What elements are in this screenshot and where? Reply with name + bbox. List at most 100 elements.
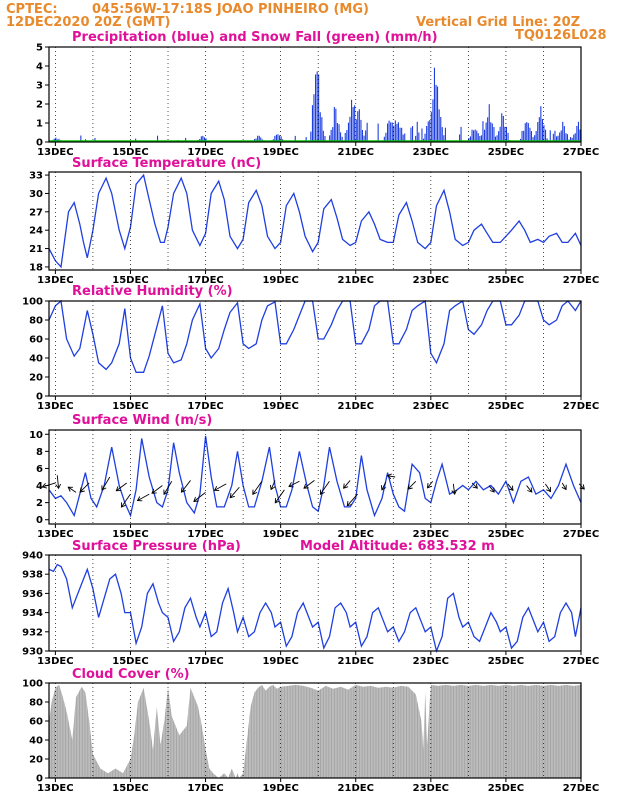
wind-arrow <box>319 481 330 495</box>
precip-bar <box>305 137 307 142</box>
precip-bar <box>352 107 354 142</box>
precip-bar <box>315 74 317 142</box>
precip-bar <box>499 126 501 142</box>
pressure-xtick-label: 21DEC <box>338 656 374 667</box>
wind-ytick-label: 6 <box>36 464 43 475</box>
precip-bar <box>310 131 312 142</box>
precip-bar <box>577 121 579 142</box>
precip-bar <box>482 121 484 142</box>
header-grid-note: Vertical Grid Line: 20Z <box>416 15 580 30</box>
panel-cloud: Cloud Cover (%) 0 20 40 60 80 100 13DEC 15DEC 17D… <box>22 667 599 794</box>
wind-arrow <box>121 493 131 508</box>
precip-bar <box>257 135 259 142</box>
precip-bar <box>484 129 486 142</box>
precip-bar <box>523 130 525 142</box>
wind-arrow <box>181 480 191 493</box>
precip-bar <box>202 135 204 142</box>
precip-bar <box>415 135 417 142</box>
precip-bar <box>205 138 207 142</box>
precip-bar <box>319 112 321 142</box>
pressure-ytick-label: 932 <box>22 627 43 638</box>
precip-bar <box>365 130 367 142</box>
temp-ytick-label: 30 <box>29 189 43 200</box>
wind-xtick-label: 19DEC <box>262 529 298 540</box>
precip-bar <box>535 131 537 142</box>
wind-arrow <box>252 481 263 495</box>
temp-frame <box>48 171 582 271</box>
precip-bar <box>260 137 262 142</box>
wind-arrow-head <box>252 489 258 496</box>
precip-bar <box>521 130 523 142</box>
precip-bar <box>203 137 205 142</box>
precip-bar <box>505 126 507 142</box>
precip-bar <box>460 126 462 142</box>
precip-bar <box>501 113 503 142</box>
wind-arrow-head <box>120 502 126 508</box>
precip-bar <box>185 137 187 142</box>
precip-bar <box>335 108 337 142</box>
wind-arrow-head <box>527 487 533 493</box>
pressure-ytick-label: 940 <box>22 551 43 562</box>
panel-wind: Surface Wind (m/s) 0 2 4 6 8 10 13DEC 15DEC 17DEC… <box>29 413 599 540</box>
pressure-ytick-label: 938 <box>22 570 43 581</box>
wind-arrow <box>387 475 396 478</box>
precip-bar <box>526 122 528 142</box>
precip-bar <box>388 120 390 142</box>
wind-arrow-head <box>303 483 309 489</box>
wind-arrow <box>407 480 417 490</box>
precip-bar <box>294 135 296 142</box>
wind-xtick-label: 15DEC <box>112 529 148 540</box>
precip-bar <box>94 138 96 142</box>
panel-rh: Relative Humidity (%) 0 20 40 60 80 100 13DEC 15… <box>22 284 599 412</box>
precip-bar <box>576 126 578 142</box>
wind-xtick-label: 21DEC <box>338 529 374 540</box>
wind-xtick-label: 23DEC <box>413 529 449 540</box>
wind-arrow-head <box>451 489 458 496</box>
wind-arrow <box>578 483 585 490</box>
wind-ytick-label: 4 <box>36 481 43 492</box>
wind-series-line <box>48 435 582 518</box>
temp-xtick-label: 27DEC <box>563 275 599 286</box>
precip-bar <box>438 109 440 142</box>
precip-bar <box>566 134 568 142</box>
wind-arrow-head <box>319 489 325 496</box>
precip-bar <box>485 122 487 142</box>
precip-bar <box>412 126 414 142</box>
wind-arrow-head <box>79 487 85 493</box>
precip-bar <box>557 135 559 142</box>
precip-bar <box>346 130 348 142</box>
wind-xtick-label: 13DEC <box>37 529 73 540</box>
precip-ytick-label: 3 <box>36 81 43 92</box>
precip-bar <box>487 117 489 142</box>
wind-arrow <box>214 483 227 491</box>
cloud-ytick-label: 100 <box>22 679 43 690</box>
precip-bar <box>426 126 428 142</box>
precip-bar <box>530 131 532 142</box>
precip-bar <box>332 127 334 142</box>
precip-bar <box>363 135 365 142</box>
precip-bar <box>404 133 406 142</box>
precip-bar <box>435 84 437 142</box>
header-model-code: TQ0126L028 <box>515 28 607 43</box>
precip-bar <box>440 117 442 142</box>
precip-frame <box>48 46 582 143</box>
wind-arrow-head <box>193 496 199 503</box>
precip-bar <box>459 134 461 142</box>
precip-bar <box>347 122 349 142</box>
wind-ytick-label: 8 <box>36 447 43 458</box>
precip-bar <box>383 136 385 142</box>
precip-bar <box>311 105 313 142</box>
pressure-frame <box>48 554 582 652</box>
precip-bar <box>541 119 543 142</box>
precip-bar <box>504 126 506 142</box>
rh-ytick-label: 20 <box>29 373 43 384</box>
rh-ytick-label: 60 <box>29 335 43 346</box>
precip-bar <box>402 134 404 142</box>
precip-ytick-label: 0 <box>36 138 43 149</box>
pressure-xtick-label: 15DEC <box>112 656 148 667</box>
wind-arrow <box>274 489 285 504</box>
wind-arrow-head <box>274 498 280 504</box>
precip-bar <box>336 123 338 142</box>
rh-xtick-label: 25DEC <box>488 401 524 412</box>
precip-bar <box>360 119 362 142</box>
